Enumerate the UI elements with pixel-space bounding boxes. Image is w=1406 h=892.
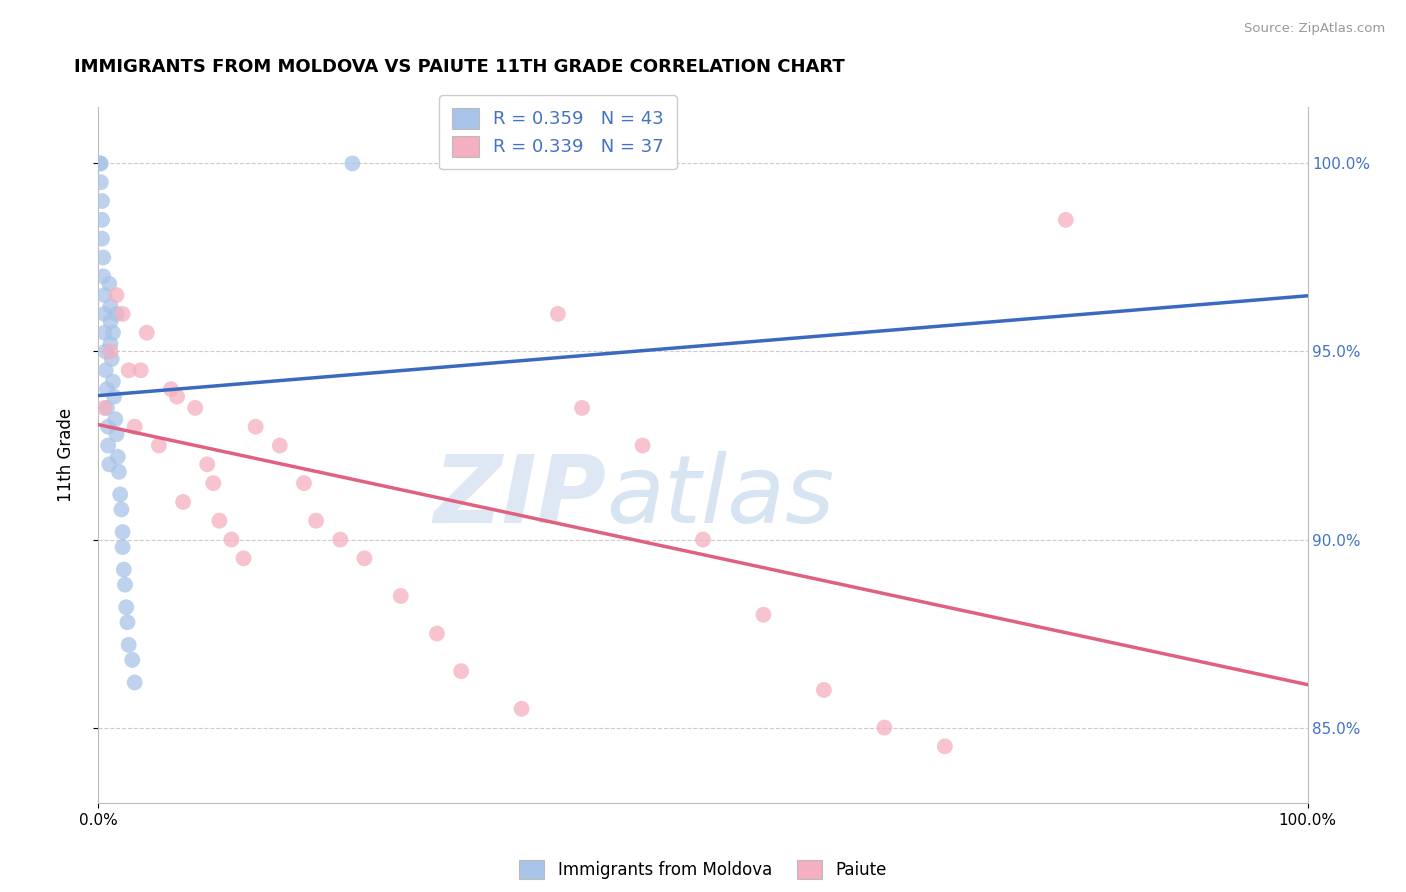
Y-axis label: 11th Grade: 11th Grade — [56, 408, 75, 502]
Point — [124, 419, 146, 434]
Point — [90, 175, 112, 189]
Point — [221, 533, 243, 547]
Point — [269, 438, 291, 452]
Point — [104, 412, 127, 426]
Point — [208, 514, 231, 528]
Point — [91, 194, 114, 208]
Text: atlas: atlas — [606, 451, 835, 542]
Point — [111, 307, 134, 321]
Point — [115, 600, 138, 615]
Point — [101, 326, 124, 340]
Point — [148, 438, 170, 452]
Point — [166, 390, 188, 404]
Point — [305, 514, 328, 528]
Point — [329, 533, 352, 547]
Point — [100, 351, 122, 366]
Point — [117, 615, 139, 630]
Point — [96, 401, 118, 415]
Point — [100, 314, 122, 328]
Point — [91, 232, 114, 246]
Point — [89, 156, 111, 170]
Point — [160, 382, 183, 396]
Point — [100, 337, 122, 351]
Point — [124, 675, 146, 690]
Point — [426, 626, 449, 640]
Point — [101, 375, 124, 389]
Point — [135, 326, 157, 340]
Point — [571, 401, 593, 415]
Point — [202, 476, 225, 491]
Point — [111, 540, 134, 554]
Point — [450, 664, 472, 678]
Point — [97, 419, 120, 434]
Point — [93, 326, 115, 340]
Point — [934, 739, 956, 754]
Point — [118, 638, 141, 652]
Point — [232, 551, 254, 566]
Point — [91, 212, 114, 227]
Point — [91, 269, 114, 284]
Point — [100, 344, 122, 359]
Point — [98, 277, 121, 291]
Point — [105, 288, 128, 302]
Point — [94, 363, 117, 377]
Point — [692, 533, 714, 547]
Point — [752, 607, 775, 622]
Point — [353, 551, 375, 566]
Point — [172, 495, 194, 509]
Text: IMMIGRANTS FROM MOLDOVA VS PAIUTE 11TH GRADE CORRELATION CHART: IMMIGRANTS FROM MOLDOVA VS PAIUTE 11TH G… — [75, 58, 845, 77]
Point — [111, 524, 134, 539]
Point — [118, 363, 141, 377]
Point — [112, 563, 135, 577]
Point — [110, 502, 132, 516]
Point — [547, 307, 569, 321]
Point — [184, 401, 207, 415]
Point — [114, 577, 136, 591]
Point — [510, 702, 533, 716]
Point — [108, 465, 131, 479]
Point — [105, 307, 128, 321]
Point — [245, 419, 267, 434]
Text: Source: ZipAtlas.com: Source: ZipAtlas.com — [1244, 22, 1385, 36]
Point — [108, 487, 131, 501]
Point — [105, 427, 128, 442]
Point — [813, 683, 835, 698]
Point — [90, 156, 112, 170]
Point — [121, 653, 143, 667]
Point — [100, 299, 122, 313]
Point — [103, 390, 125, 404]
Text: ZIP: ZIP — [433, 450, 606, 542]
Point — [1054, 212, 1077, 227]
Point — [195, 458, 218, 472]
Point — [631, 438, 654, 452]
Point — [129, 363, 152, 377]
Point — [292, 476, 315, 491]
Point — [93, 307, 115, 321]
Point — [389, 589, 412, 603]
Point — [97, 438, 120, 452]
Point — [107, 450, 129, 464]
Legend: Immigrants from Moldova, Paiute: Immigrants from Moldova, Paiute — [513, 853, 893, 886]
Point — [91, 251, 114, 265]
Point — [98, 458, 121, 472]
Point — [94, 344, 117, 359]
Point — [93, 401, 115, 415]
Point — [873, 721, 896, 735]
Point — [93, 288, 115, 302]
Point — [342, 156, 364, 170]
Point — [96, 382, 118, 396]
